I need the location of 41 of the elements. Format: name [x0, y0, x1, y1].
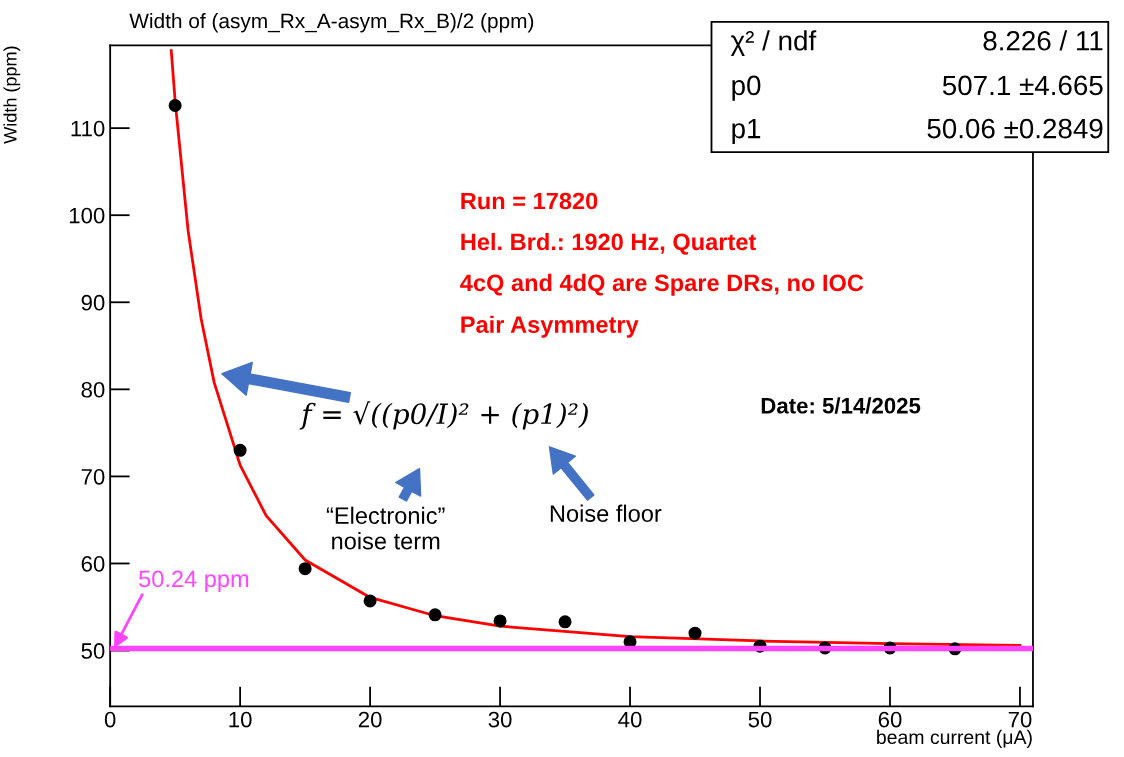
x-tick-label: 60 [878, 711, 902, 728]
point [558, 615, 572, 629]
annotation: Date: 5/14/2025 [761, 397, 921, 414]
annotation: p1 [732, 119, 761, 144]
y-tick-label: 100 [69, 207, 105, 224]
x-tick-label: 20 [358, 711, 382, 728]
x-tick-label: 0 [104, 711, 116, 728]
y-tick-label: 70 [81, 468, 105, 485]
point [688, 626, 702, 640]
y-tick-label: 60 [81, 556, 105, 572]
y-tick-label: 90 [81, 294, 105, 311]
annotation: f = √((p0/I)² + (p1)²) [299, 401, 588, 430]
annotation: Pair Asymmetry [461, 315, 639, 338]
annotation: χ² / ndf [730, 30, 817, 57]
annotation: 50.06 ±0.2849 [927, 118, 1103, 139]
annotation: Noise floor [550, 504, 662, 522]
point [233, 443, 247, 457]
y-tick-label: 110 [71, 120, 105, 137]
annotation: 4cQ and 4dQ are Spare DRs, no IOC [460, 273, 864, 296]
point [168, 98, 182, 113]
y-tick-label: 50 [81, 643, 105, 659]
x-axis-title: beam current (μA) [877, 729, 1032, 748]
annotation: Hel. Brd.: 1920 Hz, Quartet [461, 232, 757, 255]
point [428, 608, 442, 622]
annotation: 8.226 / 11 [983, 30, 1103, 51]
ref-line-label: 50.24 ppm [139, 570, 249, 592]
point [493, 614, 507, 628]
annotation: Run = 17820 [461, 192, 598, 210]
x-tick-label: 10 [229, 711, 252, 728]
x-tick-label: 50 [748, 711, 772, 728]
point [363, 594, 377, 608]
annotation: p0 [732, 75, 761, 101]
x-tick-label: 40 [618, 711, 642, 728]
x-tick-label: 70 [1008, 711, 1032, 728]
annotation: “Electronic” noise term [326, 506, 445, 550]
y-axis-title: Width (ppm) [3, 46, 21, 144]
chart-title: Width of (asym_Rx_A-asym_Rx_B)/2 (ppm) [129, 13, 534, 33]
y-tick-label: 80 [81, 381, 105, 398]
annotation: 507.1 ±4.665 [942, 75, 1103, 96]
point [298, 562, 312, 576]
x-tick-label: 30 [488, 711, 512, 728]
